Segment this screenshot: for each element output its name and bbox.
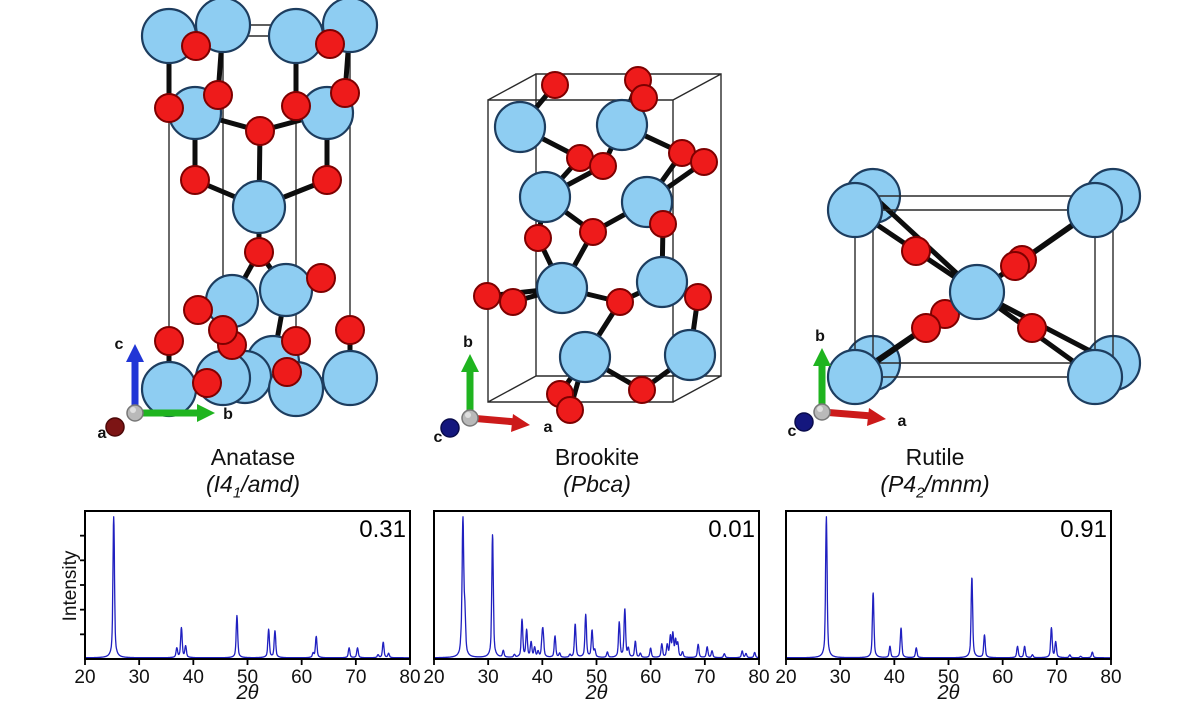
axis-c-sphere <box>794 412 814 432</box>
xrd-chart-anatase: Intensity 20 30 40 50 60 70 80 0.31 2θ <box>60 506 422 716</box>
xrd-trace <box>785 516 1112 659</box>
rutile-caption: Rutile (P42/mnm) <box>815 444 1055 507</box>
axis-label-b: b <box>463 334 473 351</box>
xrd-plot-anatase: 20 30 40 50 60 70 80 <box>74 510 421 688</box>
axis-label-c: c <box>115 336 124 353</box>
origin-sphere <box>126 404 144 422</box>
axis-label-c: c <box>788 423 797 440</box>
origin-sphere <box>461 409 479 427</box>
space-group-rest: /mnm) <box>924 471 990 497</box>
space-group-open: ( <box>880 471 888 497</box>
x-tick-label: 20 <box>423 667 444 688</box>
origin-sphere-highlight <box>817 406 823 412</box>
phase-fraction-value: 0.91 <box>1060 516 1107 543</box>
x-tick-label: 40 <box>884 667 905 688</box>
origin-sphere-highlight <box>130 407 136 413</box>
x-axis-label: 2θ <box>937 682 960 704</box>
front-corner-titanium-atoms <box>826 181 1124 406</box>
xrd-plot-rutile: 20 30 40 50 60 70 80 <box>775 510 1122 688</box>
unit-cell-edges <box>487 73 722 403</box>
space-group: (Pbca) <box>477 471 717 507</box>
space-group-base: I4 <box>213 471 233 497</box>
axis-triad: c b a <box>98 336 234 442</box>
axis-arrow-b <box>461 354 479 418</box>
xrd-chart-brookite: 20 30 40 50 60 70 80 0.01 2θ <box>422 506 771 716</box>
origin-sphere-highlight <box>465 412 471 418</box>
x-tick-label: 80 <box>399 667 420 688</box>
xrd-chart-rutile: 20 30 40 50 60 70 80 0.91 2θ <box>774 506 1123 716</box>
oxygen-atoms <box>901 236 1047 343</box>
x-tick-label: 70 <box>694 667 715 688</box>
x-tick-label: 50 <box>586 667 607 688</box>
x-tick-label: 30 <box>478 667 499 688</box>
brookite-structure-diagram: b a c <box>434 66 722 446</box>
oxygen-atoms <box>154 29 365 398</box>
x-tick-label: 70 <box>345 667 366 688</box>
axis-arrow-b <box>135 404 215 422</box>
anatase-structure-diagram: c b a <box>98 0 379 442</box>
x-tick-label: 60 <box>291 667 312 688</box>
x-tick-label: 40 <box>183 667 204 688</box>
xrd-trace <box>84 516 411 659</box>
x-tick-label: 70 <box>1046 667 1067 688</box>
x-tick-label: 80 <box>748 667 769 688</box>
axis-a-sphere <box>105 417 125 437</box>
x-tick-label: 50 <box>237 667 258 688</box>
x-tick-label: 80 <box>1100 667 1121 688</box>
axis-label-b: b <box>223 406 233 423</box>
x-axis-label: 2θ <box>585 682 608 704</box>
axis-arrow-c <box>126 344 144 413</box>
center-titanium-atom <box>948 263 1006 321</box>
axis-label-c: c <box>434 429 443 446</box>
origin-sphere <box>813 403 831 421</box>
structure-name: Anatase <box>210 444 296 470</box>
xrd-trace <box>433 516 760 659</box>
x-tick-label: 40 <box>532 667 553 688</box>
x-tick-label: 20 <box>775 667 796 688</box>
axis-triad: b a c <box>788 328 907 440</box>
x-tick-label: 50 <box>938 667 959 688</box>
brookite-caption: Brookite (Pbca) <box>477 444 717 507</box>
titanium-atoms <box>140 0 379 418</box>
space-group-open: ( <box>206 471 214 497</box>
x-axis-label: 2θ <box>236 682 259 704</box>
phase-fraction-value: 0.01 <box>708 516 755 543</box>
structure-name: Rutile <box>905 444 965 470</box>
x-tick-label: 60 <box>640 667 661 688</box>
phase-fraction-value: 0.31 <box>359 516 406 543</box>
axis-triad: b a c <box>434 334 553 446</box>
xrd-plot-brookite: 20 30 40 50 60 70 80 <box>423 510 770 688</box>
space-group: (P42/mnm) <box>815 471 1055 507</box>
space-group-subscript: 2 <box>916 484 925 502</box>
axis-arrow-a <box>469 414 530 432</box>
space-group: (I41/amd) <box>133 471 373 507</box>
axis-label-b: b <box>815 328 825 345</box>
axis-arrow-a <box>821 408 886 426</box>
structure-name: Brookite <box>554 444 640 470</box>
x-tick-label: 30 <box>830 667 851 688</box>
space-group-rest: ) <box>623 471 631 497</box>
axis-label-a: a <box>898 413 907 430</box>
rutile-structure-diagram: b a c <box>788 167 1142 440</box>
space-group-open: ( <box>563 471 571 497</box>
space-group-rest: /amd) <box>241 471 300 497</box>
axis-label-a: a <box>544 419 553 436</box>
space-group-base: P4 <box>888 471 917 497</box>
oxygen-atoms <box>473 66 718 424</box>
space-group-base: Pbca <box>570 471 624 497</box>
x-tick-label: 30 <box>129 667 150 688</box>
x-tick-label: 20 <box>74 667 95 688</box>
axis-c-sphere <box>440 418 460 438</box>
axis-label-a: a <box>98 425 107 442</box>
space-group-subscript: 1 <box>232 484 242 502</box>
x-tick-label: 60 <box>992 667 1013 688</box>
anatase-caption: Anatase (I41/amd) <box>133 444 373 507</box>
